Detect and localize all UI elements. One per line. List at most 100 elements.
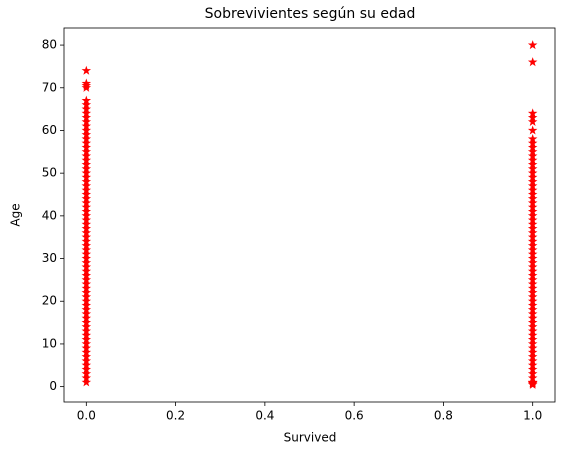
data-point bbox=[81, 270, 92, 280]
data-point bbox=[81, 351, 92, 361]
data-point bbox=[81, 373, 92, 383]
y-tick-label: 60 bbox=[42, 123, 57, 137]
data-point bbox=[81, 125, 92, 135]
data-point bbox=[527, 377, 538, 387]
data-point bbox=[81, 155, 92, 165]
data-point bbox=[81, 236, 92, 246]
data-point bbox=[527, 219, 538, 229]
data-point bbox=[81, 326, 92, 336]
data-point bbox=[527, 356, 538, 366]
data-point bbox=[81, 313, 92, 323]
x-axis-label: Survived bbox=[284, 431, 337, 445]
data-point bbox=[81, 321, 92, 331]
data-point bbox=[527, 116, 538, 126]
data-point bbox=[81, 185, 92, 195]
data-point bbox=[527, 274, 538, 284]
data-point bbox=[81, 172, 92, 182]
data-point bbox=[81, 108, 92, 118]
data-point bbox=[81, 65, 92, 75]
data-point bbox=[81, 249, 92, 259]
data-point bbox=[527, 343, 538, 353]
data-point bbox=[81, 360, 92, 370]
data-point bbox=[527, 134, 538, 144]
data-point bbox=[81, 304, 92, 314]
data-point bbox=[81, 78, 92, 88]
data-point bbox=[81, 168, 92, 178]
y-axis-label: Age bbox=[9, 203, 23, 226]
data-point bbox=[527, 232, 538, 242]
data-point bbox=[527, 142, 538, 152]
data-point bbox=[81, 163, 92, 173]
data-point bbox=[527, 215, 538, 225]
data-point bbox=[81, 99, 92, 109]
data-point bbox=[527, 193, 538, 203]
y-tick-label: 30 bbox=[42, 251, 57, 265]
data-point bbox=[81, 206, 92, 216]
data-point bbox=[81, 176, 92, 186]
data-point bbox=[527, 321, 538, 331]
y-tick-label: 40 bbox=[42, 208, 57, 222]
data-point bbox=[527, 172, 538, 182]
data-point bbox=[527, 240, 538, 250]
data-point bbox=[527, 338, 538, 348]
data-point bbox=[81, 347, 92, 357]
data-point bbox=[527, 287, 538, 297]
data-point bbox=[81, 198, 92, 208]
data-point bbox=[527, 159, 538, 169]
data-point bbox=[81, 257, 92, 267]
data-point bbox=[527, 373, 538, 383]
data-point bbox=[527, 108, 538, 118]
data-point bbox=[527, 176, 538, 186]
data-point bbox=[81, 274, 92, 284]
data-point bbox=[527, 364, 538, 374]
y-tick-label: 80 bbox=[42, 38, 57, 52]
data-point bbox=[527, 279, 538, 289]
x-tick-label: 0.0 bbox=[77, 409, 96, 423]
data-point bbox=[81, 129, 92, 139]
data-point bbox=[81, 245, 92, 255]
data-point bbox=[81, 262, 92, 272]
data-point bbox=[81, 296, 92, 306]
data-point bbox=[527, 262, 538, 272]
data-point bbox=[527, 245, 538, 255]
data-point bbox=[81, 116, 92, 126]
chart-title: Sobrevivientes según su edad bbox=[205, 6, 416, 22]
data-point bbox=[81, 330, 92, 340]
data-point bbox=[527, 189, 538, 199]
data-point bbox=[527, 347, 538, 357]
y-tick-label: 70 bbox=[42, 80, 57, 94]
data-point bbox=[527, 227, 538, 237]
data-point bbox=[81, 232, 92, 242]
data-point bbox=[81, 283, 92, 293]
data-point bbox=[527, 198, 538, 208]
data-point bbox=[81, 240, 92, 250]
data-point bbox=[527, 351, 538, 361]
data-point bbox=[527, 334, 538, 344]
data-point bbox=[527, 253, 538, 263]
data-point bbox=[81, 291, 92, 302]
data-point bbox=[527, 168, 538, 178]
data-point bbox=[81, 227, 92, 237]
x-tick-label: 1.0 bbox=[523, 409, 542, 423]
data-point bbox=[81, 253, 92, 263]
y-tick-label: 20 bbox=[42, 294, 57, 308]
data-point bbox=[81, 142, 92, 152]
data-point bbox=[527, 304, 538, 314]
data-point bbox=[81, 279, 92, 289]
data-point bbox=[527, 206, 538, 216]
x-tick-label: 0.4 bbox=[255, 409, 274, 423]
data-point bbox=[527, 210, 538, 220]
data-point bbox=[81, 104, 92, 114]
data-point bbox=[81, 377, 92, 387]
data-point bbox=[81, 189, 92, 199]
data-point bbox=[527, 309, 538, 319]
data-point bbox=[527, 360, 538, 370]
data-point bbox=[527, 40, 538, 50]
data-point bbox=[527, 296, 538, 306]
data-point bbox=[527, 112, 538, 122]
data-point bbox=[527, 300, 538, 310]
data-point bbox=[81, 266, 92, 276]
data-point bbox=[81, 334, 92, 344]
y-tick-label: 50 bbox=[42, 166, 57, 180]
x-tick-label: 0.6 bbox=[345, 409, 364, 423]
